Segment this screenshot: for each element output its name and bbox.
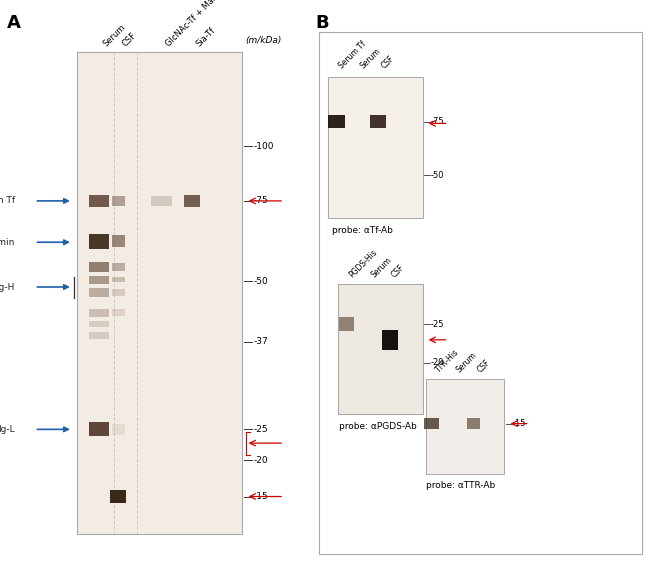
Text: -50: -50 (254, 277, 268, 286)
Text: PGDS-His: PGDS-His (348, 247, 380, 279)
FancyBboxPatch shape (328, 77, 422, 218)
Text: -75: -75 (254, 196, 268, 205)
Text: -20: -20 (254, 456, 268, 465)
FancyBboxPatch shape (89, 195, 109, 207)
Text: B: B (315, 14, 329, 32)
Text: probe: αPGDS-Ab: probe: αPGDS-Ab (339, 422, 417, 431)
Text: probe: αTf-Ab: probe: αTf-Ab (332, 226, 393, 235)
Text: CSF: CSF (390, 262, 406, 279)
Text: (m/kDa): (m/kDa) (246, 36, 282, 45)
Text: -50: -50 (431, 170, 445, 180)
FancyBboxPatch shape (89, 262, 109, 272)
FancyBboxPatch shape (382, 330, 398, 350)
Text: -100: -100 (254, 142, 274, 151)
Text: Serum: Serum (101, 23, 127, 49)
FancyBboxPatch shape (89, 332, 109, 339)
Text: Albumin: Albumin (0, 238, 15, 247)
FancyBboxPatch shape (318, 32, 642, 554)
FancyBboxPatch shape (328, 115, 345, 128)
Text: -75: -75 (431, 117, 445, 126)
Text: -25: -25 (431, 320, 445, 329)
Text: Serum Tf: Serum Tf (337, 39, 367, 70)
FancyBboxPatch shape (89, 234, 109, 249)
Text: -15: -15 (513, 419, 526, 428)
Text: -37: -37 (254, 337, 268, 346)
FancyBboxPatch shape (370, 115, 386, 128)
FancyBboxPatch shape (89, 321, 109, 327)
FancyBboxPatch shape (112, 277, 125, 282)
FancyBboxPatch shape (89, 288, 109, 297)
Text: CSF: CSF (380, 53, 396, 70)
FancyBboxPatch shape (112, 235, 125, 247)
FancyBboxPatch shape (112, 309, 125, 316)
Text: Serum Tf: Serum Tf (0, 196, 15, 205)
Text: Ig-L: Ig-L (0, 425, 15, 434)
Text: Ig-H: Ig-H (0, 282, 15, 292)
FancyBboxPatch shape (89, 276, 109, 284)
Text: Serum: Serum (359, 46, 383, 70)
Text: Serum: Serum (455, 350, 479, 374)
FancyBboxPatch shape (111, 490, 126, 503)
FancyBboxPatch shape (184, 195, 200, 207)
Text: GlcNAc-Tf + Man-Tf: GlcNAc-Tf + Man-Tf (164, 0, 227, 49)
FancyBboxPatch shape (424, 418, 439, 429)
FancyBboxPatch shape (467, 418, 480, 429)
FancyBboxPatch shape (89, 309, 109, 317)
Text: Serum: Serum (369, 255, 393, 279)
Text: CSF: CSF (476, 358, 492, 374)
Text: -20: -20 (431, 358, 445, 367)
FancyBboxPatch shape (339, 317, 354, 331)
Text: -25: -25 (254, 425, 268, 434)
FancyBboxPatch shape (77, 52, 242, 534)
Text: -15: -15 (254, 492, 268, 501)
FancyBboxPatch shape (112, 424, 125, 435)
FancyBboxPatch shape (338, 284, 422, 414)
FancyBboxPatch shape (112, 262, 125, 271)
FancyBboxPatch shape (112, 196, 125, 206)
FancyBboxPatch shape (151, 196, 172, 206)
Text: A: A (6, 14, 20, 32)
Text: CSF: CSF (121, 31, 138, 49)
Text: Sia-Tf: Sia-Tf (194, 26, 217, 49)
FancyBboxPatch shape (426, 379, 504, 474)
Text: TTR-His: TTR-His (434, 347, 461, 374)
Text: probe: αTTR-Ab: probe: αTTR-Ab (426, 481, 495, 490)
FancyBboxPatch shape (89, 422, 109, 436)
FancyBboxPatch shape (112, 289, 125, 296)
